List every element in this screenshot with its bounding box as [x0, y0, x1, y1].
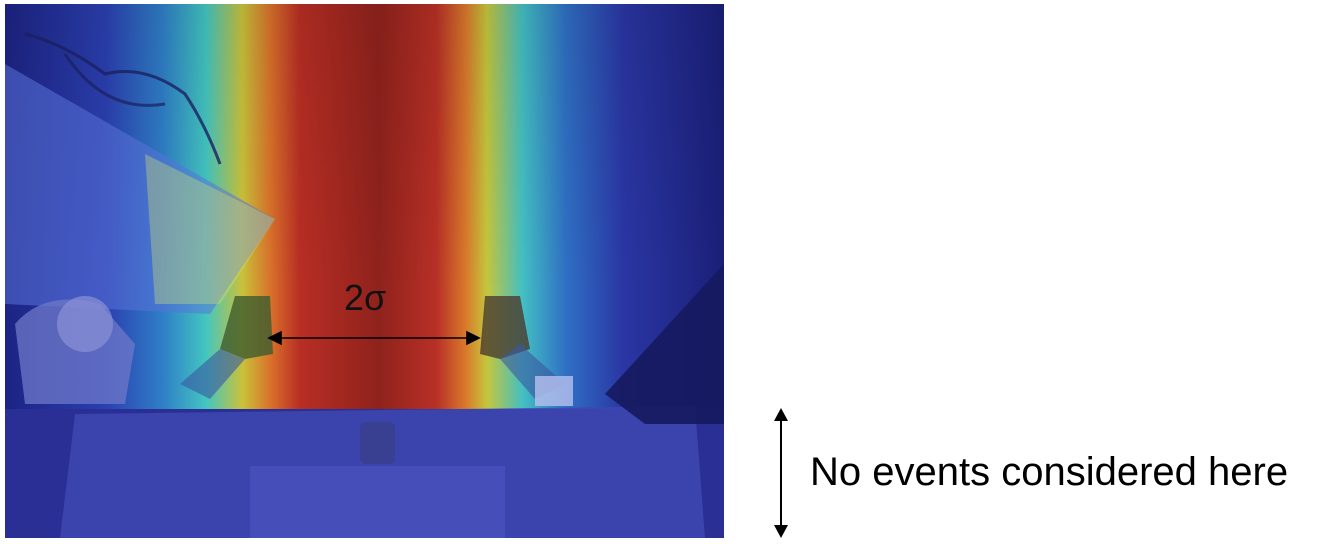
- heatmap-overlay-svg: [5, 4, 724, 538]
- right-gripper: [480, 296, 530, 359]
- heatmap-photo: [5, 4, 724, 538]
- sigma-arrow: [267, 330, 481, 346]
- sigma-label: 2σ: [344, 277, 387, 318]
- white-board: [5, 64, 275, 314]
- left-gripper: [220, 296, 273, 359]
- no-events-caption: No events considered here: [810, 450, 1289, 494]
- vertical-double-arrow: [774, 408, 788, 538]
- small-box: [535, 376, 573, 406]
- camera-mount: [360, 422, 395, 464]
- right-equipment: [605, 264, 724, 424]
